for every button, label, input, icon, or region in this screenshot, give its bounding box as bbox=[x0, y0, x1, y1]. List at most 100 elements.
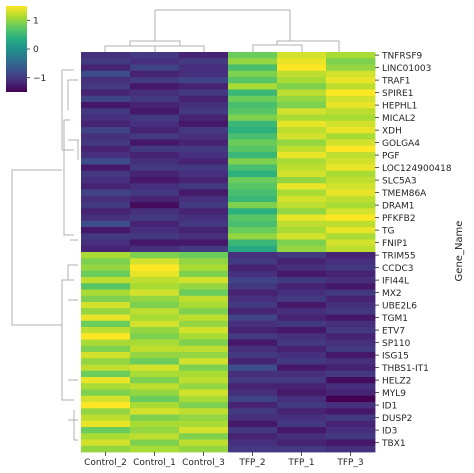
heatmap-cell bbox=[179, 283, 229, 290]
heatmap-cell bbox=[326, 58, 376, 65]
heatmap-cell bbox=[228, 108, 278, 115]
heatmap-cell bbox=[81, 302, 131, 309]
heatmap-cell bbox=[277, 64, 327, 72]
heatmap-cell bbox=[277, 220, 327, 228]
heatmap-cell bbox=[179, 95, 229, 103]
heatmap-cell bbox=[277, 52, 327, 59]
heatmap-cell bbox=[228, 327, 278, 334]
heatmap-cell bbox=[228, 52, 278, 59]
heatmap-cell bbox=[326, 402, 376, 409]
heatmap-cell bbox=[179, 377, 229, 384]
heatmap-cell bbox=[81, 377, 131, 384]
row-label-ccdc3: CCDC3 bbox=[382, 264, 414, 274]
row-label-myl9: MYL9 bbox=[382, 389, 406, 399]
heatmap-cell bbox=[130, 389, 180, 397]
heatmap-cell bbox=[81, 158, 131, 165]
heatmap-cell bbox=[277, 83, 327, 90]
heatmap-cell bbox=[130, 114, 180, 122]
heatmap-cell bbox=[179, 445, 229, 453]
row-tick-labels: TNFRSF9 LINC01003 TRAF1 SPIRE1 HEPHL1 MICAL2 X… bbox=[375, 51, 452, 449]
heatmap-cell bbox=[326, 70, 376, 78]
heatmap-cell bbox=[81, 252, 131, 259]
heatmap-cell bbox=[81, 445, 131, 453]
heatmap-cell bbox=[326, 164, 376, 172]
heatmap-cell bbox=[130, 408, 180, 415]
heatmap-cell bbox=[81, 64, 131, 72]
column-dendrogram bbox=[104, 9, 340, 52]
heatmap-cell bbox=[326, 445, 376, 453]
column-label-tfp-2: TFP_2 bbox=[238, 458, 265, 468]
heatmap-cell bbox=[277, 320, 327, 328]
heatmap-cell bbox=[179, 314, 229, 322]
heatmap-cell bbox=[326, 239, 376, 247]
heatmap-cell bbox=[277, 127, 327, 134]
heatmap-cell bbox=[277, 102, 327, 109]
heatmap-cell bbox=[277, 408, 327, 415]
row-dendrogram-top bbox=[61, 69, 79, 241]
heatmap-cell bbox=[81, 327, 131, 334]
heatmap-cell bbox=[228, 127, 278, 134]
column-label-tfp-1: TFP_1 bbox=[287, 458, 314, 468]
heatmap-cell bbox=[81, 345, 131, 353]
heatmap-cell bbox=[326, 220, 376, 228]
heatmap-cell bbox=[326, 439, 376, 447]
heatmap-cell bbox=[228, 258, 278, 265]
heatmap-cell bbox=[179, 152, 229, 159]
row-label-tbx1: TBX1 bbox=[381, 439, 406, 449]
row-dendrogram-root bbox=[11, 169, 62, 326]
heatmap-cell bbox=[81, 320, 131, 328]
heatmap-cell bbox=[277, 195, 327, 203]
row-label-mx2: MX2 bbox=[382, 289, 402, 299]
column-dendrogram-controls bbox=[104, 40, 205, 52]
heatmap-cell bbox=[228, 383, 278, 390]
heatmap-cell bbox=[277, 383, 327, 390]
heatmap-cell bbox=[130, 208, 180, 215]
heatmap-cell bbox=[130, 302, 180, 309]
heatmap-cell bbox=[228, 114, 278, 122]
row-label-slc5a3: SLC5A3 bbox=[382, 176, 417, 186]
heatmap-cell bbox=[130, 120, 180, 128]
heatmap-cell bbox=[179, 70, 229, 78]
heatmap-cell bbox=[277, 314, 327, 322]
heatmap-cell bbox=[326, 127, 376, 134]
heatmap-cell bbox=[228, 139, 278, 147]
heatmap-cell bbox=[179, 89, 229, 97]
heatmap-cell bbox=[81, 227, 131, 234]
colorbar-tick-label: −1 bbox=[33, 74, 46, 84]
heatmap-cell bbox=[228, 377, 278, 384]
heatmap-cell bbox=[81, 308, 131, 315]
heatmap-cell bbox=[277, 370, 327, 378]
heatmap-cell bbox=[81, 289, 131, 297]
heatmap-cell bbox=[228, 245, 278, 253]
row-label-thbs1-it1: THBS1-IT1 bbox=[381, 364, 429, 374]
colorbar-ticks: 1 0 −1 bbox=[27, 17, 46, 84]
heatmap-cell bbox=[277, 389, 327, 397]
heatmap-cell bbox=[81, 102, 131, 109]
heatmap-cell bbox=[81, 133, 131, 140]
heatmap-cell bbox=[326, 108, 376, 115]
heatmap-cell bbox=[277, 183, 327, 190]
heatmap-cell bbox=[277, 227, 327, 234]
heatmap-cell bbox=[130, 383, 180, 390]
heatmap-cell bbox=[228, 439, 278, 447]
heatmap-cell bbox=[179, 233, 229, 240]
heatmap-cell bbox=[81, 239, 131, 247]
heatmap-cell bbox=[228, 414, 278, 422]
heatmap-cell bbox=[277, 295, 327, 303]
heatmap-cell bbox=[179, 252, 229, 259]
heatmap-cell bbox=[326, 133, 376, 140]
heatmap-cell bbox=[277, 420, 327, 428]
column-label-control-3: Control_3 bbox=[182, 458, 225, 468]
heatmap-cell bbox=[277, 333, 327, 340]
heatmap-cell bbox=[130, 170, 180, 178]
heatmap-cell bbox=[81, 195, 131, 203]
heatmap-cell bbox=[326, 320, 376, 328]
heatmap-cell bbox=[326, 89, 376, 97]
heatmap-cell bbox=[179, 64, 229, 72]
heatmap-cell bbox=[130, 89, 180, 97]
heatmap-cell bbox=[326, 345, 376, 353]
heatmap-cell bbox=[326, 114, 376, 122]
heatmap-cell bbox=[228, 314, 278, 322]
heatmap-cell bbox=[179, 433, 229, 440]
